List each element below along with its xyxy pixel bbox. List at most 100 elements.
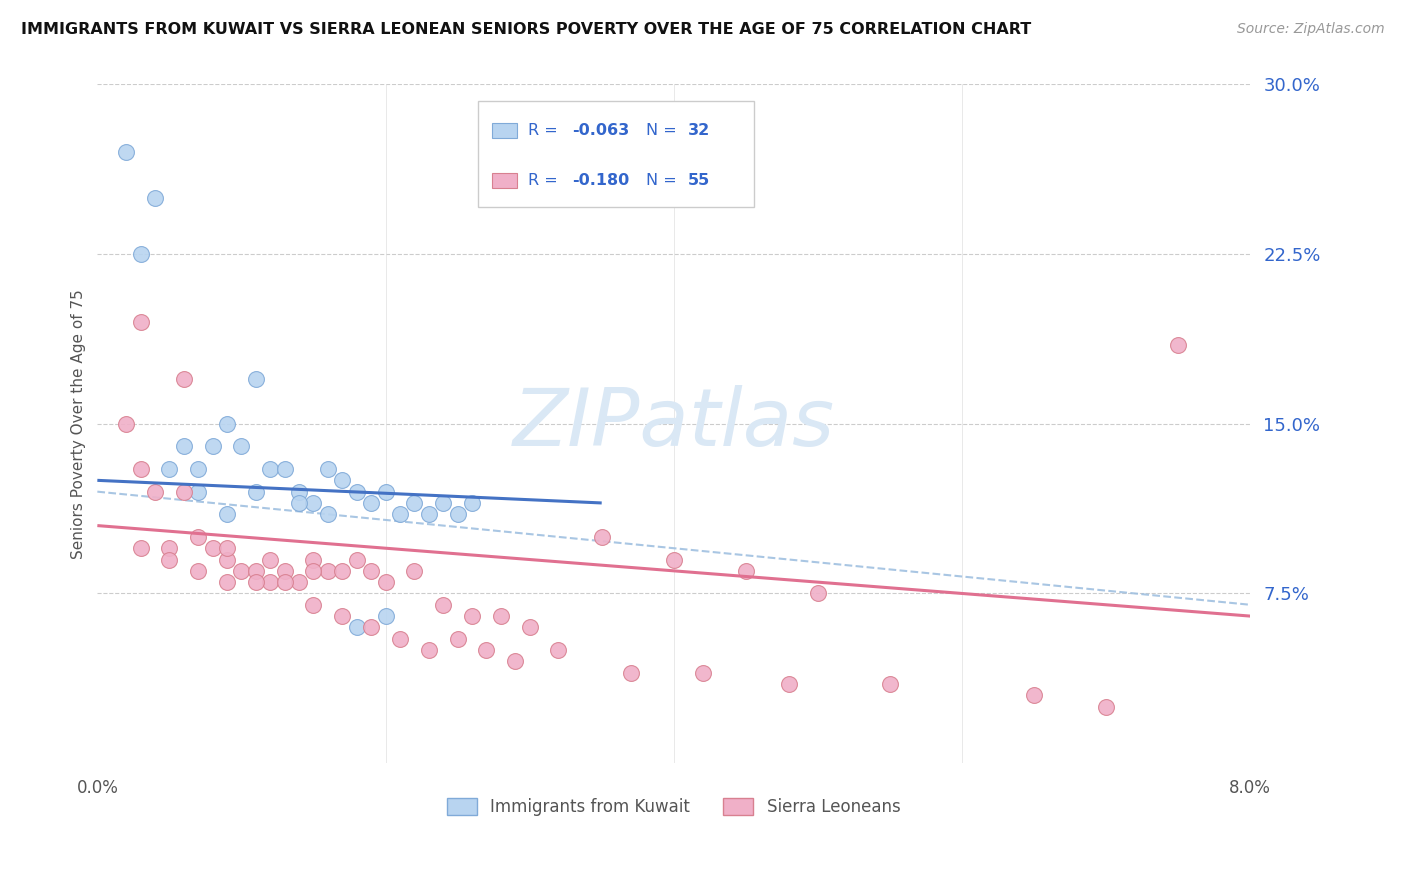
Point bbox=[404, 496, 426, 510]
Point bbox=[143, 484, 166, 499]
Point bbox=[231, 564, 253, 578]
Point bbox=[360, 496, 382, 510]
Text: -0.063: -0.063 bbox=[572, 123, 630, 138]
Point bbox=[432, 598, 454, 612]
Point bbox=[432, 496, 454, 510]
Point bbox=[215, 541, 238, 556]
Point bbox=[245, 564, 267, 578]
Point bbox=[157, 462, 180, 476]
Point bbox=[129, 541, 152, 556]
Text: 32: 32 bbox=[688, 123, 710, 138]
Point bbox=[259, 575, 281, 590]
Point bbox=[316, 564, 339, 578]
Point bbox=[316, 462, 339, 476]
Point bbox=[115, 417, 138, 431]
Point bbox=[418, 643, 440, 657]
Point bbox=[446, 508, 468, 522]
Point bbox=[879, 677, 901, 691]
Point bbox=[388, 508, 411, 522]
Y-axis label: Seniors Poverty Over the Age of 75: Seniors Poverty Over the Age of 75 bbox=[72, 289, 86, 558]
Point bbox=[1022, 688, 1045, 702]
Point bbox=[662, 552, 685, 566]
Point bbox=[245, 371, 267, 385]
FancyBboxPatch shape bbox=[492, 173, 517, 188]
Point bbox=[475, 643, 498, 657]
FancyBboxPatch shape bbox=[478, 102, 755, 207]
Point bbox=[734, 564, 756, 578]
Point bbox=[215, 552, 238, 566]
Point bbox=[519, 620, 541, 634]
Point bbox=[173, 484, 195, 499]
Point bbox=[619, 665, 641, 680]
Point bbox=[273, 564, 295, 578]
Point bbox=[388, 632, 411, 646]
FancyBboxPatch shape bbox=[492, 123, 517, 138]
Point bbox=[1095, 699, 1118, 714]
Point bbox=[302, 564, 325, 578]
Point bbox=[115, 145, 138, 160]
Text: N =: N = bbox=[647, 173, 682, 188]
Point bbox=[346, 552, 368, 566]
Point bbox=[807, 586, 830, 600]
Point bbox=[346, 484, 368, 499]
Point bbox=[446, 632, 468, 646]
Point bbox=[187, 462, 209, 476]
Text: N =: N = bbox=[647, 123, 682, 138]
Point bbox=[461, 496, 484, 510]
Legend: Immigrants from Kuwait, Sierra Leoneans: Immigrants from Kuwait, Sierra Leoneans bbox=[440, 791, 907, 822]
Point bbox=[360, 620, 382, 634]
Point bbox=[374, 484, 396, 499]
Point bbox=[129, 462, 152, 476]
Text: ZIPatlas: ZIPatlas bbox=[513, 384, 835, 463]
Point bbox=[157, 552, 180, 566]
Point bbox=[157, 541, 180, 556]
Point bbox=[302, 496, 325, 510]
Point bbox=[187, 564, 209, 578]
Point bbox=[316, 508, 339, 522]
Point bbox=[173, 371, 195, 385]
Point bbox=[273, 462, 295, 476]
Point bbox=[273, 575, 295, 590]
Point bbox=[489, 609, 512, 624]
Point bbox=[245, 484, 267, 499]
Point bbox=[330, 564, 353, 578]
Point bbox=[418, 508, 440, 522]
Point bbox=[503, 654, 526, 668]
Point bbox=[215, 417, 238, 431]
Point bbox=[173, 439, 195, 453]
Point bbox=[778, 677, 800, 691]
Point bbox=[187, 484, 209, 499]
Point bbox=[259, 462, 281, 476]
Point bbox=[374, 609, 396, 624]
Text: R =: R = bbox=[529, 173, 564, 188]
Point bbox=[692, 665, 714, 680]
Text: IMMIGRANTS FROM KUWAIT VS SIERRA LEONEAN SENIORS POVERTY OVER THE AGE OF 75 CORR: IMMIGRANTS FROM KUWAIT VS SIERRA LEONEAN… bbox=[21, 22, 1032, 37]
Point bbox=[360, 564, 382, 578]
Text: -0.180: -0.180 bbox=[572, 173, 630, 188]
Text: 55: 55 bbox=[688, 173, 710, 188]
Point bbox=[547, 643, 569, 657]
Point bbox=[302, 552, 325, 566]
Point bbox=[288, 496, 311, 510]
Point bbox=[288, 484, 311, 499]
Point bbox=[231, 439, 253, 453]
Point bbox=[245, 575, 267, 590]
Text: R =: R = bbox=[529, 123, 564, 138]
Point bbox=[201, 439, 224, 453]
Point bbox=[374, 575, 396, 590]
Point bbox=[215, 575, 238, 590]
Point bbox=[302, 598, 325, 612]
Point bbox=[1167, 337, 1189, 351]
Point bbox=[330, 474, 353, 488]
Point bbox=[259, 552, 281, 566]
Point bbox=[129, 247, 152, 261]
Point bbox=[201, 541, 224, 556]
Text: Source: ZipAtlas.com: Source: ZipAtlas.com bbox=[1237, 22, 1385, 37]
Point bbox=[461, 609, 484, 624]
Point bbox=[129, 315, 152, 329]
Point bbox=[330, 609, 353, 624]
Point bbox=[143, 190, 166, 204]
Point bbox=[288, 575, 311, 590]
Point bbox=[591, 530, 613, 544]
Point bbox=[346, 620, 368, 634]
